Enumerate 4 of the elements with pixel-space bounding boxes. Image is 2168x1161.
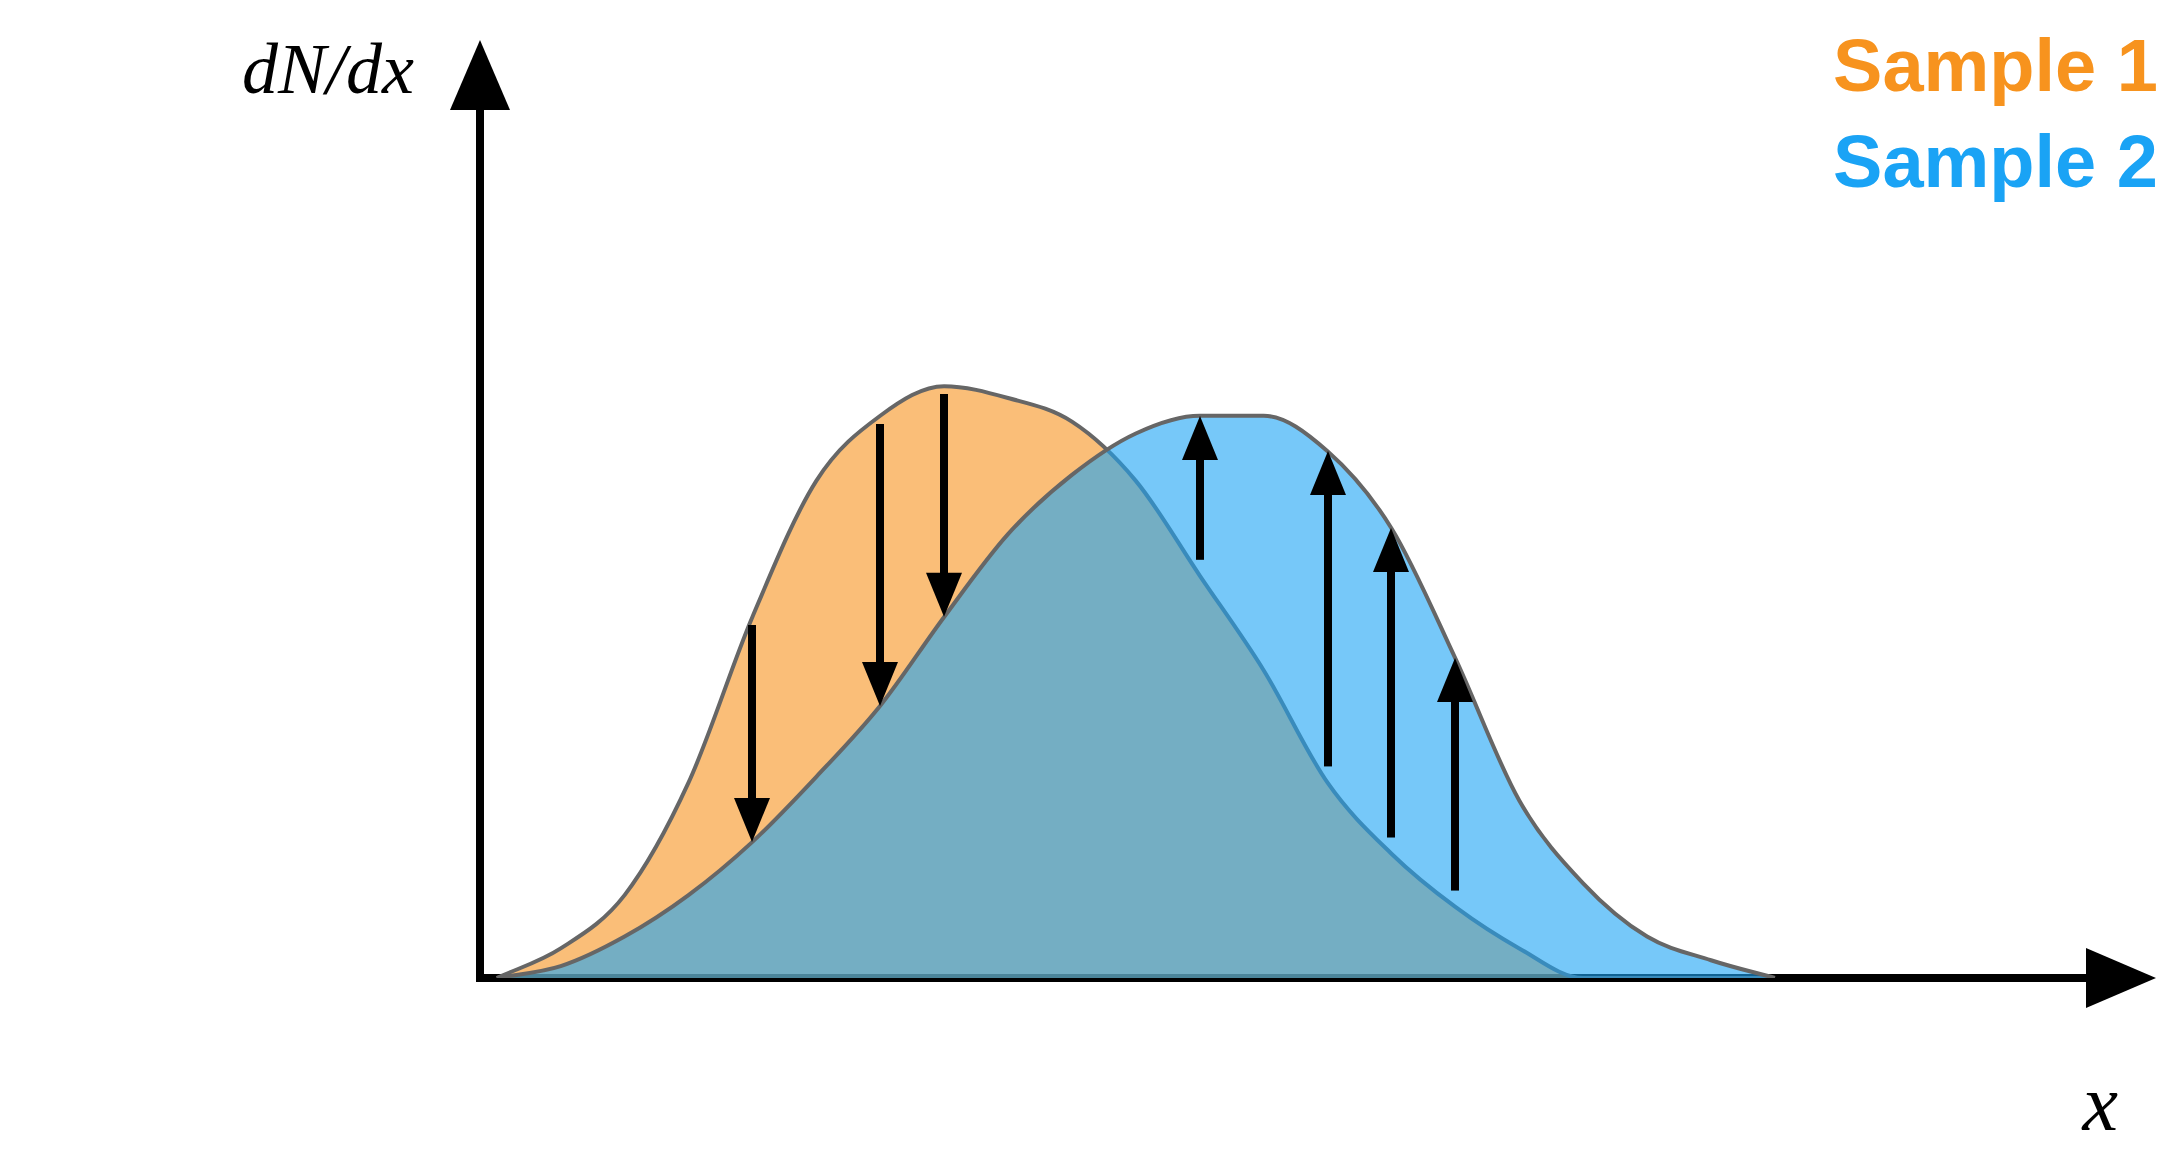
y-axis-title: dN/dx (242, 28, 414, 111)
x-axis-title: x (2082, 1058, 2118, 1149)
text: Sample 1 (1833, 23, 2158, 109)
text: Sample 2 (1833, 119, 2158, 205)
